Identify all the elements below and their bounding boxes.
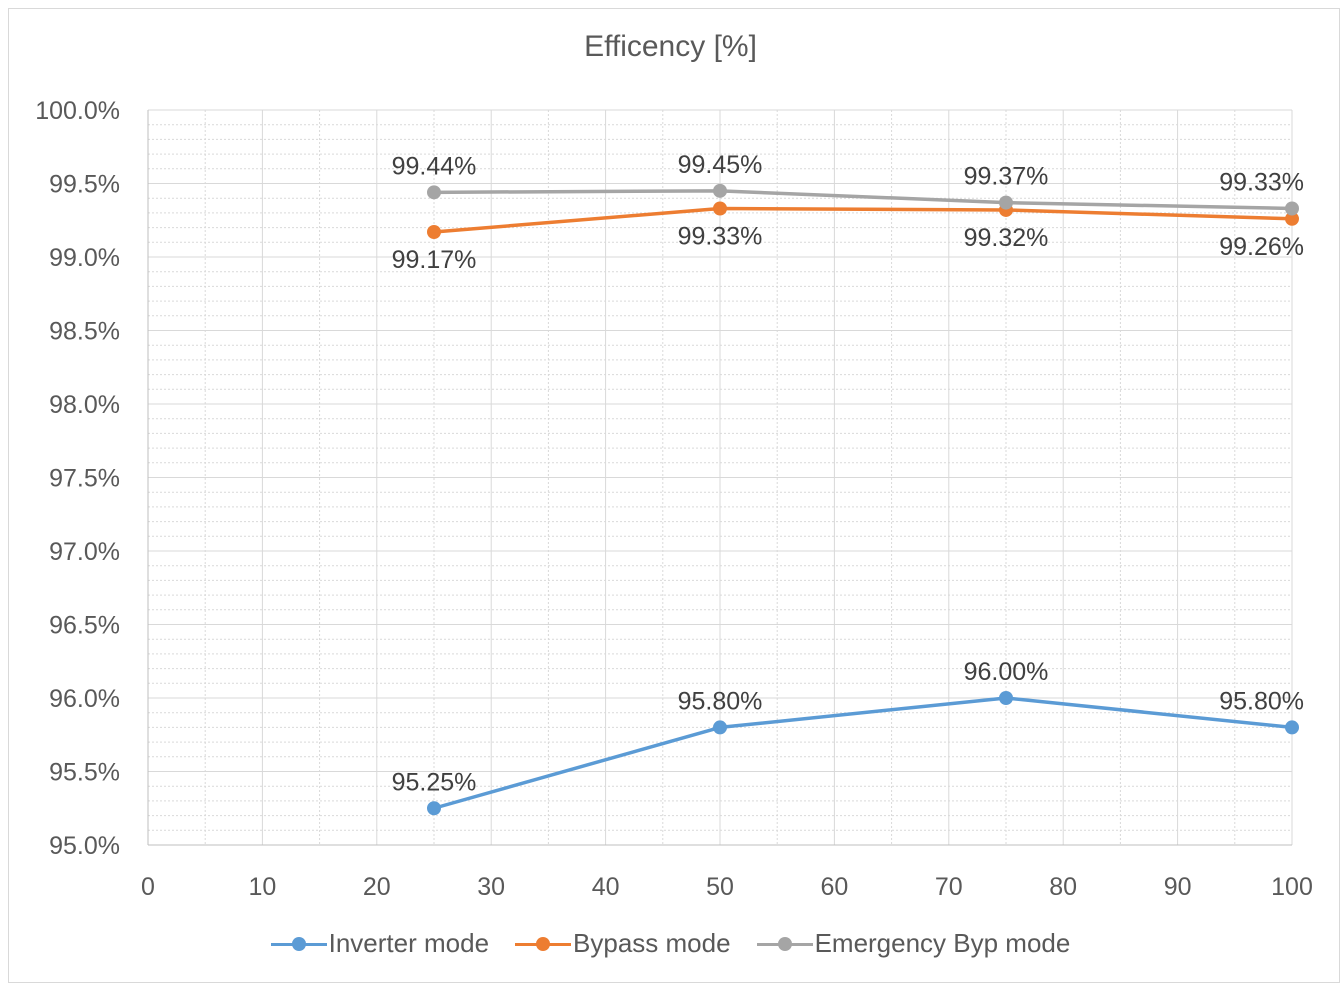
data-label-bypass: 99.26% <box>1219 233 1304 261</box>
data-label-emergency: 99.45% <box>678 151 763 179</box>
y-tick-label: 95.0% <box>49 832 120 860</box>
legend-marker-emergency-icon <box>756 934 813 954</box>
x-tick-label: 60 <box>820 873 848 901</box>
legend: Inverter mode Bypass mode Emergency Byp … <box>0 928 1341 959</box>
series-line-inverter <box>433 696 1293 810</box>
chart-frame <box>8 8 1340 983</box>
data-point-emergency <box>427 185 441 200</box>
tick-labels: 95.0% 95.5% 96.0% 96.5% 97.0% 97.5% 98.0% 98.5%… <box>35 97 1313 901</box>
legend-marker-inverter-icon <box>270 934 327 954</box>
data-point-inverter <box>999 691 1013 705</box>
data-label-emergency: 99.37% <box>964 163 1049 191</box>
data-label-bypass: 99.32% <box>964 224 1049 252</box>
y-tick-label: 100.0% <box>35 97 120 125</box>
x-tick-label: 20 <box>363 873 391 901</box>
data-label-inverter: 96.00% <box>964 658 1049 686</box>
y-tick-label: 97.0% <box>49 538 120 566</box>
x-tick-label: 80 <box>1049 873 1077 901</box>
legend-marker-bypass-icon <box>515 934 572 954</box>
x-tick-label: 50 <box>706 873 734 901</box>
data-point-emergency <box>999 195 1013 210</box>
legend-item-emergency[interactable]: Emergency Byp mode <box>756 928 1071 959</box>
data-point-inverter <box>427 801 441 816</box>
data-label-inverter: 95.80% <box>1219 687 1304 715</box>
x-tick-label: 10 <box>248 873 276 901</box>
data-label-inverter: 95.25% <box>392 768 477 796</box>
y-tick-label: 98.5% <box>49 318 120 346</box>
legend-label-bypass: Bypass mode <box>573 928 731 958</box>
data-point-bypass <box>1285 211 1299 226</box>
data-label-inverter: 95.80% <box>678 687 763 715</box>
y-tick-label: 97.5% <box>49 465 120 493</box>
series-line-emergency <box>433 189 1293 211</box>
x-tick-label: 0 <box>141 873 155 901</box>
y-tick-label: 99.0% <box>49 244 120 272</box>
series-line-bypass <box>433 206 1293 234</box>
data-labels: 95.25% 95.80% 96.00% 95.80% 99.17% 99.33% 99.3… <box>392 151 1304 796</box>
data-label-emergency: 99.44% <box>392 152 477 180</box>
x-tick-label: 90 <box>1164 873 1192 901</box>
axes <box>147 110 1292 846</box>
data-label-emergency: 99.33% <box>1219 168 1304 196</box>
y-tick-label: 98.0% <box>49 391 120 419</box>
legend-label-inverter: Inverter mode <box>328 928 490 958</box>
data-point-inverter <box>1285 720 1299 735</box>
legend-item-bypass[interactable]: Bypass mode <box>515 928 731 959</box>
y-tick-label: 99.5% <box>49 171 120 199</box>
data-label-bypass: 99.17% <box>392 246 477 274</box>
major-gridlines <box>148 109 1293 845</box>
y-tick-label: 95.5% <box>49 759 120 787</box>
legend-label-emergency: Emergency Byp mode <box>814 928 1071 958</box>
data-point-emergency <box>713 183 727 198</box>
data-point-bypass <box>713 201 727 216</box>
series-lines <box>427 183 1299 816</box>
x-tick-label: 70 <box>935 873 963 901</box>
x-tick-label: 40 <box>592 873 620 901</box>
data-point-emergency <box>1285 201 1299 216</box>
chart-title: Efficency [%] <box>584 30 757 63</box>
data-point-inverter <box>713 720 727 735</box>
y-tick-label: 96.5% <box>49 612 120 640</box>
data-label-bypass: 99.33% <box>678 222 763 250</box>
y-tick-label: 96.0% <box>49 685 120 713</box>
x-tick-label: 100 <box>1271 873 1313 901</box>
legend-item-inverter[interactable]: Inverter mode <box>270 928 490 959</box>
data-point-bypass <box>427 225 441 240</box>
x-tick-label: 30 <box>477 873 505 901</box>
